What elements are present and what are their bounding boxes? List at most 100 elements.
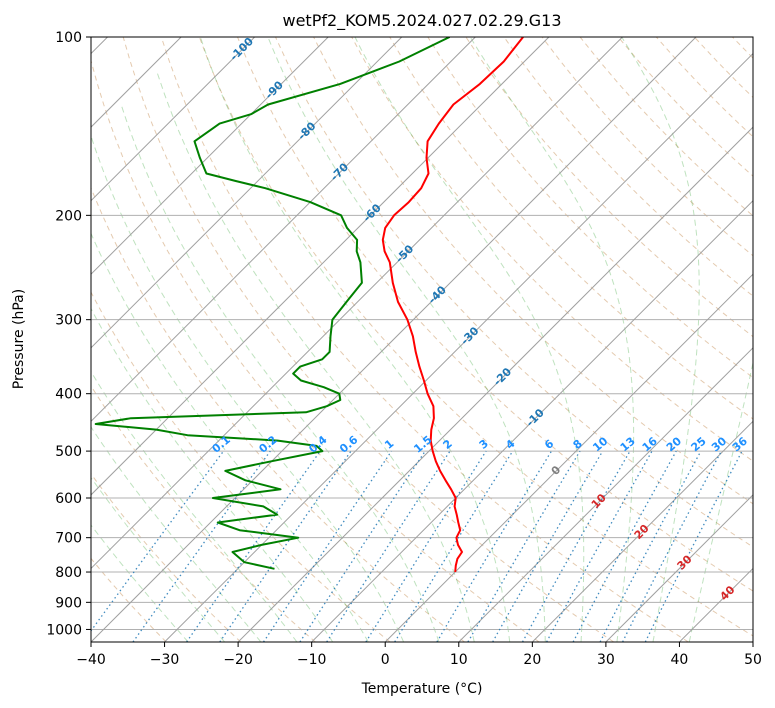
x-tick-label: −40 [76, 652, 106, 668]
dry-adiabat [91, 58, 540, 642]
sounding-profiles [94, 37, 524, 573]
y-tick-label: 700 [55, 531, 82, 547]
isotherm-label: 10 [589, 491, 609, 511]
dewpoint-profile-line [94, 37, 451, 570]
dry-adiabat [389, 37, 753, 420]
mixing-ratio-label: 6 [542, 437, 556, 452]
mixing-ratio-line [599, 450, 702, 642]
dry-adiabat [160, 37, 689, 642]
isotherm [384, 273, 753, 642]
y-tick-label: 900 [55, 595, 82, 611]
x-tick-label: 40 [671, 652, 689, 668]
y-tick-label: 400 [55, 387, 82, 403]
dry-adiabat [503, 37, 753, 297]
dry-adiabat [693, 37, 753, 99]
mixing-ratio-line [365, 450, 487, 642]
dry-adiabat [313, 37, 753, 505]
moist-adiabat [91, 476, 225, 642]
isotherm [605, 494, 753, 642]
x-tick-label: −10 [297, 652, 327, 668]
y-axis: 100 200 300 400 500 600 700 800 900 1000 [46, 30, 91, 638]
isotherm [311, 199, 753, 642]
dry-adiabat [237, 37, 753, 592]
moist-adiabat [469, 37, 635, 642]
dry-adiabat [579, 37, 753, 217]
dry-adiabat [732, 37, 753, 59]
y-tick-label: 300 [55, 313, 82, 329]
mixing-ratio-line [394, 450, 514, 642]
y-tick-label: 1000 [46, 622, 82, 638]
mixing-ratio-label: 0.6 [337, 433, 361, 456]
dry-adiabat [122, 37, 614, 642]
plot-frame [90, 36, 754, 643]
dry-adiabat [655, 37, 753, 138]
dry-adiabat [91, 472, 242, 642]
isotherm [458, 347, 753, 642]
isotherms [91, 37, 753, 642]
mixing-ratio-line [299, 450, 426, 642]
moist-adiabat [120, 104, 440, 642]
isotherm-label: -80 [295, 119, 318, 142]
mixing-ratio-label: 2 [441, 437, 455, 452]
isotherm [91, 37, 403, 349]
moist-adiabat [156, 72, 475, 642]
y-tick-label: 500 [55, 444, 82, 460]
x-tick-label: 50 [744, 652, 762, 668]
moist-adiabat [91, 370, 298, 642]
y-tick-label: 200 [55, 208, 82, 224]
dry-adiabat [91, 291, 391, 642]
isotherm [91, 37, 329, 275]
mixing-ratio-line [644, 450, 743, 642]
dry-adiabat [771, 37, 775, 642]
mixing-ratio-line [91, 450, 225, 632]
dry-adiabat [91, 557, 167, 642]
x-axis: −40 −30 −20 −10 0 10 20 30 40 50 [76, 642, 762, 668]
mixing-ratio-label: 0.2 [256, 433, 279, 455]
moist-adiabat [621, 37, 700, 642]
mixing-ratio-line [467, 450, 581, 642]
isotherm-label: -100 [227, 35, 256, 64]
y-tick-label: 800 [55, 565, 82, 581]
dry-adiabat [91, 384, 316, 642]
dry-adiabat [427, 37, 753, 379]
moist-adiabat [688, 360, 753, 642]
dry-adiabat [275, 37, 753, 548]
mixing-ratio-line [436, 450, 553, 642]
moist-adiabat [91, 524, 189, 642]
mixing-ratio-label: 0.4 [306, 433, 330, 456]
isotherm-label: -90 [263, 78, 286, 101]
moist-adiabat [354, 37, 585, 642]
dry-adiabat [465, 37, 753, 338]
isotherm [752, 641, 753, 642]
mixing-ratio-label: 4 [503, 437, 517, 452]
mixing-ratio-label: 1 [382, 437, 396, 452]
chart-title: wetPf2_KOM5.2024.027.02.29.G13 [282, 11, 561, 31]
temperature-profile-line [381, 37, 524, 573]
mixing-ratio-label: 3 [477, 437, 491, 452]
x-tick-label: 10 [450, 652, 468, 668]
x-axis-title: Temperature (°C) [361, 681, 483, 697]
isotherm [91, 37, 697, 642]
moist-adiabat [91, 426, 262, 642]
moist-adiabat [91, 232, 369, 642]
isotherm-label: 40 [717, 583, 737, 603]
isotherm [531, 420, 753, 642]
moist-adiabat [91, 307, 334, 642]
mixing-ratio-lines [91, 450, 743, 642]
isotherm [164, 52, 753, 642]
isotherm [237, 126, 753, 642]
isotherm-label: 0 [549, 463, 564, 478]
isotherm [91, 37, 476, 423]
pressure-gridlines [91, 37, 753, 630]
moist-adiabat [199, 37, 511, 642]
mixing-ratio-line [186, 450, 321, 642]
mixing-ratio-line [622, 450, 722, 642]
dry-adiabats [91, 37, 775, 642]
isotherm [91, 37, 550, 496]
isotherm [91, 37, 256, 202]
x-tick-label: −20 [223, 652, 253, 668]
mixing-ratio-line [326, 450, 451, 642]
mixing-ratio-line [132, 450, 271, 642]
